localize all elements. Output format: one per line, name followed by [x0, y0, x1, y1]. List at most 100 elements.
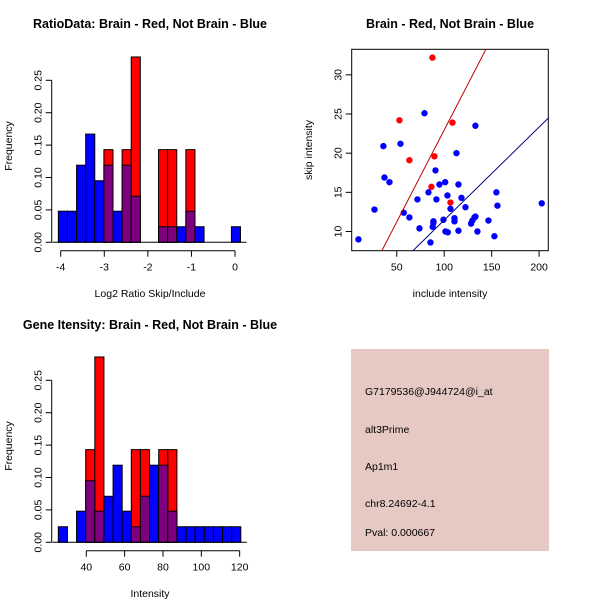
histogram-bar-blue: [176, 526, 187, 543]
brain-point: [429, 54, 436, 61]
histogram-bar-blue: [222, 526, 233, 543]
x-tick-label: 150: [483, 262, 501, 274]
x-tick-label: 100: [193, 562, 211, 574]
x-tick-label: 0: [232, 262, 238, 274]
x-tick-label: -2: [143, 262, 152, 274]
y-tick-label: 0.00: [33, 232, 45, 253]
intensity-scatter: Brain - Red, Not Brain - Blue include in…: [303, 17, 549, 300]
brain-point: [406, 157, 413, 164]
not-brain-point: [416, 225, 423, 232]
not-brain-point: [436, 181, 443, 188]
y-tick-label: 0.25: [33, 370, 45, 391]
histogram-bar-overlap: [167, 510, 178, 543]
not-brain-point: [440, 216, 447, 223]
histogram-bar-blue: [185, 526, 196, 543]
not-brain-point: [381, 174, 388, 181]
y-tick-label: 0.15: [33, 435, 45, 456]
histogram-bar-blue: [203, 526, 214, 543]
histogram-bar-blue: [112, 464, 123, 543]
chart-title: Gene Itensity: Brain - Red, Not Brain - …: [23, 318, 277, 332]
not-brain-point: [421, 110, 428, 117]
x-tick-label: 120: [231, 562, 249, 574]
histogram-bar-overlap: [158, 464, 169, 543]
y-tick-label: 20: [333, 147, 345, 159]
not-brain-point: [355, 236, 362, 243]
histogram-bar-blue: [94, 180, 105, 243]
y-tick-label: 0.05: [33, 500, 45, 521]
not-brain-point: [444, 192, 451, 199]
x-axis-label: Log2 Ratio Skip/Include: [95, 288, 206, 300]
not-brain-point: [414, 196, 421, 203]
y-axis-label: Frequency: [3, 120, 15, 170]
histogram-bar-overlap: [167, 226, 178, 243]
not-brain-fit-line: [412, 117, 549, 251]
not-brain-point: [493, 189, 500, 196]
histogram-bar-blue: [57, 210, 68, 243]
info-panel: G7179536@J944724@i_at alt3Prime Ap1m1 ch…: [351, 349, 549, 551]
x-tick-label: 40: [80, 562, 92, 574]
brain-point: [428, 183, 435, 191]
histogram-bar-blue: [57, 526, 68, 543]
x-tick-label: 100: [435, 262, 453, 274]
intensity-histogram: Gene Itensity: Brain - Red, Not Brain - …: [3, 318, 277, 600]
y-tick-label: 10: [333, 226, 345, 238]
y-tick-label: 0.25: [33, 70, 45, 91]
not-brain-point: [380, 142, 387, 150]
x-tick-label: 80: [157, 562, 169, 574]
histogram-bar-blue: [149, 464, 160, 543]
probe-id: G7179536@J944724@i_at: [365, 386, 493, 398]
histogram-bar-overlap: [103, 164, 114, 243]
histogram-bar-blue: [212, 526, 224, 543]
not-brain-point: [444, 229, 452, 236]
not-brain-point: [455, 181, 462, 188]
not-brain-point: [425, 189, 432, 196]
ratio-histogram: RatioData: Brain - Red, Not Brain - Blue…: [3, 17, 267, 300]
not-brain-point: [472, 122, 479, 129]
histogram-bar-blue: [85, 133, 96, 243]
y-tick-label: 0.05: [33, 200, 45, 221]
not-brain-point: [474, 228, 481, 235]
not-brain-point: [447, 205, 454, 212]
brain-point: [449, 119, 456, 126]
y-tick-label: 0.20: [33, 402, 45, 423]
histogram-bar-blue: [176, 226, 187, 243]
histogram-bar-overlap: [158, 226, 169, 243]
p-value: Pval: 0.000667: [365, 527, 435, 539]
histogram-bar-blue: [230, 226, 242, 243]
brain-point: [396, 117, 403, 124]
gene-name: Ap1m1: [365, 461, 398, 473]
x-tick-label: 60: [119, 562, 131, 574]
not-brain-point: [432, 167, 439, 174]
not-brain-point: [458, 194, 465, 202]
chart-title: Brain - Red, Not Brain - Blue: [366, 17, 534, 31]
histogram-bar-overlap: [185, 210, 196, 243]
brain-point: [447, 199, 454, 206]
event-type: alt3Prime: [365, 424, 410, 436]
not-brain-point: [451, 218, 458, 225]
y-tick-label: 0.00: [33, 532, 45, 553]
not-brain-point: [430, 218, 437, 225]
y-axis-label: skip intensity: [303, 119, 315, 180]
x-tick-label: 200: [530, 262, 548, 274]
histogram-bar-overlap: [130, 195, 141, 243]
not-brain-point: [462, 204, 469, 211]
y-tick-label: 0.15: [33, 135, 45, 156]
not-brain-point: [538, 200, 545, 207]
not-brain-point: [472, 213, 479, 220]
histogram-bar-overlap: [130, 526, 141, 543]
x-tick-label: -1: [187, 262, 196, 274]
chromosome-location: chr8.24692-4.1: [365, 498, 436, 510]
not-brain-point: [371, 206, 378, 213]
y-axis-label: Frequency: [3, 420, 15, 470]
not-brain-point: [485, 217, 492, 224]
not-brain-point: [433, 196, 440, 203]
plot-box: [351, 48, 549, 252]
x-axis-label: include intensity: [413, 288, 488, 300]
not-brain-point: [455, 227, 462, 234]
histogram-bar-overlap: [85, 480, 96, 543]
histogram-bar-blue: [66, 210, 78, 243]
histogram-bar-blue: [76, 164, 87, 243]
histogram-bar-blue: [121, 510, 132, 543]
not-brain-point: [406, 214, 413, 221]
